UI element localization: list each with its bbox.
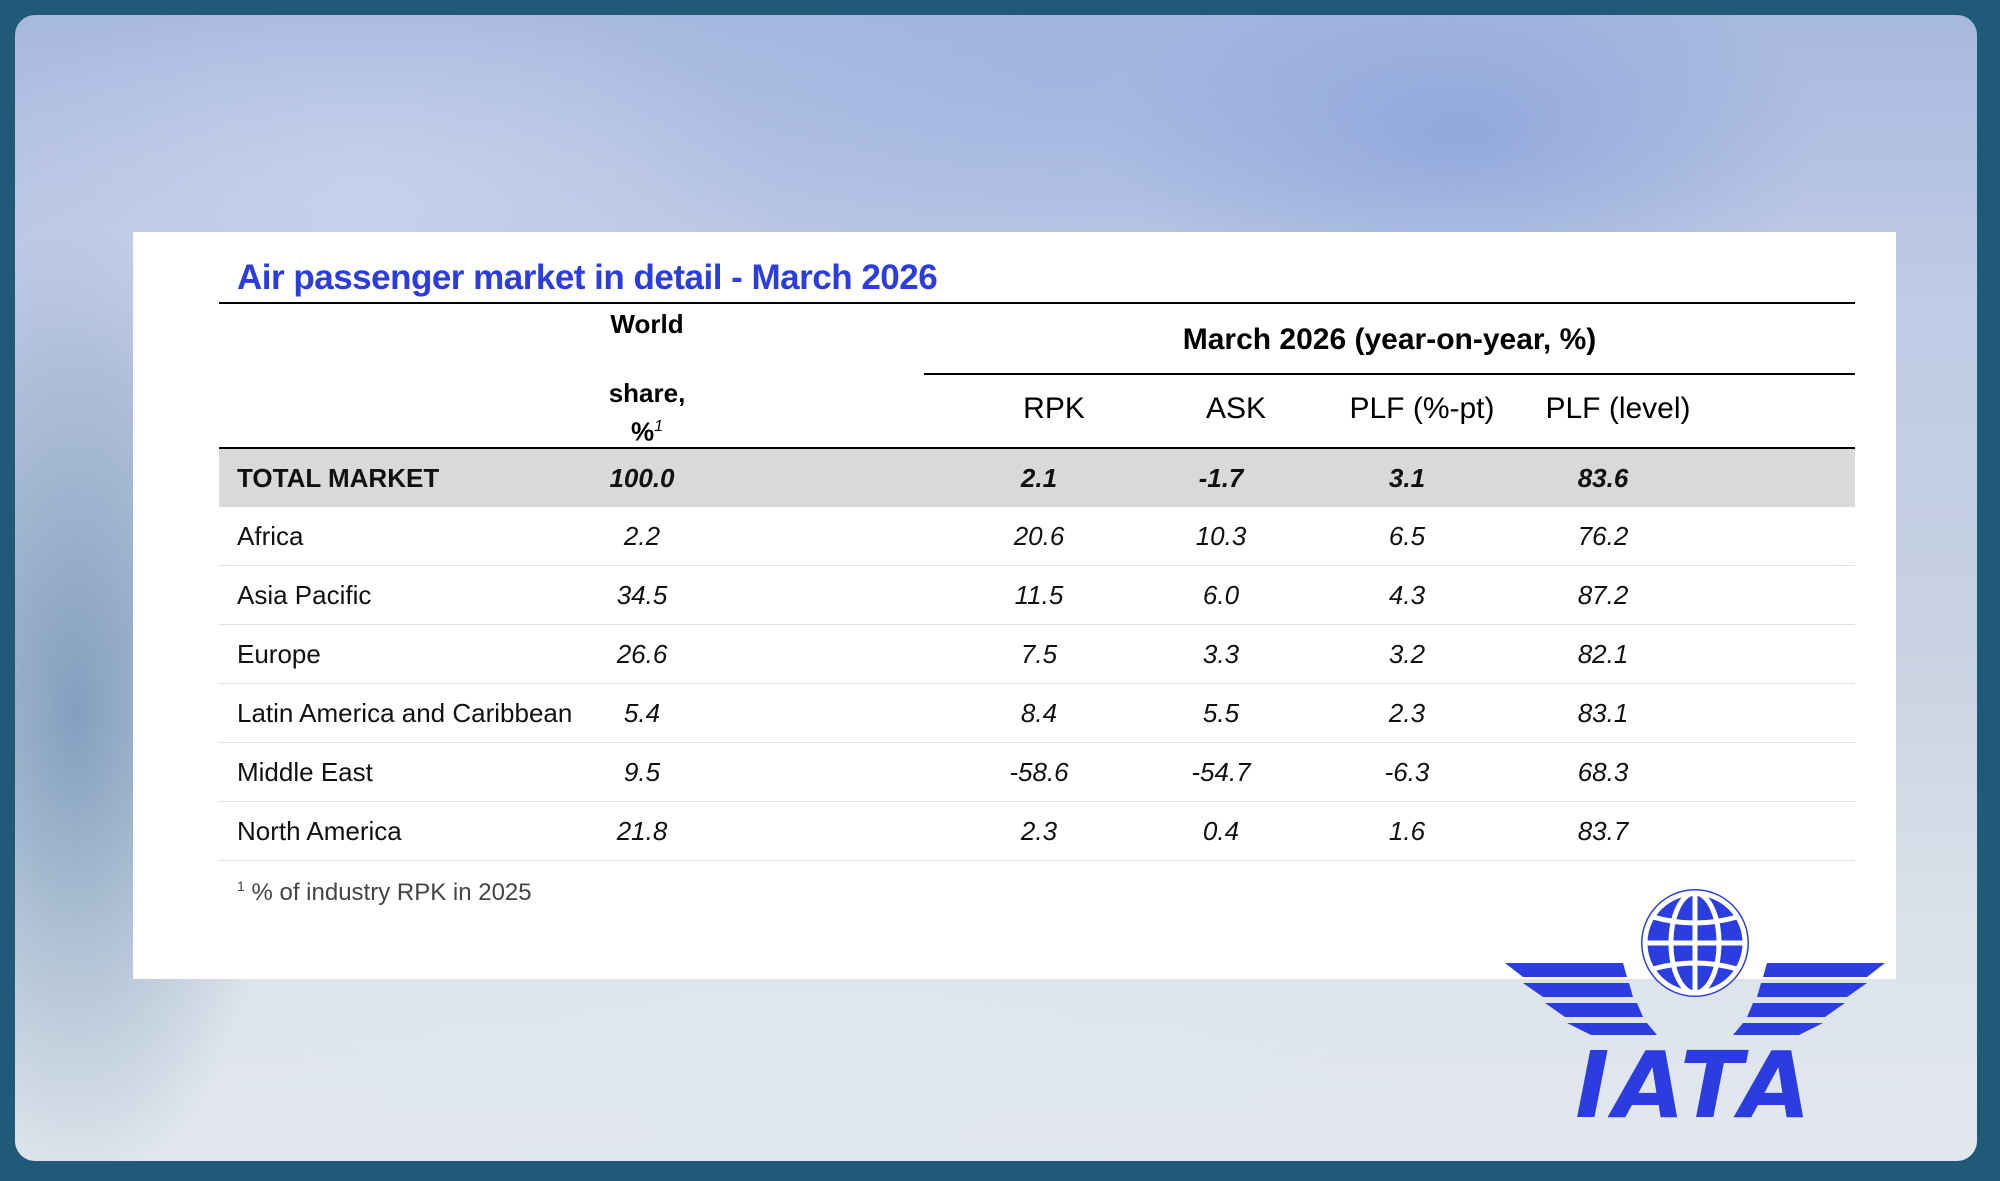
world-share-footnote-marker: 1 xyxy=(654,418,664,435)
cell-share: 34.5 xyxy=(616,580,668,610)
row-label: Asia Pacific xyxy=(237,580,372,610)
cell-plf-pt: 3.1 xyxy=(1388,463,1426,493)
table-row: Latin America and Caribbean 5.4 8.4 5.5 2.3 8… xyxy=(219,684,1855,743)
column-header-ask: ASK xyxy=(1205,392,1267,425)
table-panel: Air passenger market in detail - March 2… xyxy=(133,232,1896,979)
cell-plf-level: 82.1 xyxy=(1577,639,1629,669)
cell-share: 100.0 xyxy=(609,463,675,493)
row-label: TOTAL MARKET xyxy=(237,463,440,493)
group-rule xyxy=(924,373,1855,375)
cell-rpk: 2.1 xyxy=(1020,463,1058,493)
footnote: 1 % of industry RPK in 2025 xyxy=(237,878,532,907)
cell-share: 2.2 xyxy=(623,521,661,551)
world-share-header-line3: %1 xyxy=(573,410,721,449)
cell-share: 5.4 xyxy=(623,698,661,728)
column-header-plf-level: PLF (level) xyxy=(1545,392,1691,425)
cell-plf-level: 87.2 xyxy=(1577,580,1629,610)
cell-plf-level: 83.6 xyxy=(1577,463,1629,493)
row-label: North America xyxy=(237,816,402,846)
table-title: Air passenger market in detail - March 2… xyxy=(237,258,938,297)
world-share-header-line1: World xyxy=(610,309,684,339)
cell-plf-pt: 2.3 xyxy=(1388,698,1426,728)
cell-plf-pt: 3.2 xyxy=(1388,639,1426,669)
world-share-header-line2: share, xyxy=(608,378,686,408)
globe-icon xyxy=(1641,889,1749,997)
cell-ask: 6.0 xyxy=(1202,580,1240,610)
background-frame: Air passenger market in detail - March 2… xyxy=(15,15,1977,1161)
iata-logo-text: IATA xyxy=(1575,1032,1814,1121)
total-row: TOTAL MARKET 100.0 2.1 -1.7 3.1 83.6 xyxy=(219,449,1855,507)
cell-share: 21.8 xyxy=(616,816,668,846)
table-row: Europe 26.6 7.5 3.3 3.2 82.1 xyxy=(219,625,1855,684)
footnote-text: % of industry RPK in 2025 xyxy=(251,879,532,906)
cell-plf-pt: 4.3 xyxy=(1388,580,1426,610)
cell-ask: -54.7 xyxy=(1191,757,1251,787)
cell-rpk: 2.3 xyxy=(1020,816,1058,846)
cell-plf-pt: 6.5 xyxy=(1388,521,1426,551)
cell-rpk: -58.6 xyxy=(1009,757,1069,787)
world-share-percent: % xyxy=(630,416,655,447)
table-row: Asia Pacific 34.5 11.5 6.0 4.3 87.2 xyxy=(219,566,1855,625)
cell-rpk: 11.5 xyxy=(1014,580,1064,610)
group-header: March 2026 (year-on-year, %) xyxy=(1182,323,1597,356)
world-share-header: share, %1 xyxy=(573,376,721,449)
table-row: North America 21.8 2.3 0.4 1.6 83.7 xyxy=(219,802,1855,861)
cell-plf-level: 83.7 xyxy=(1577,816,1629,846)
cell-rpk: 8.4 xyxy=(1020,698,1058,728)
cell-rpk: 20.6 xyxy=(1013,521,1065,551)
cell-plf-level: 83.1 xyxy=(1577,698,1629,728)
cell-ask: 5.5 xyxy=(1202,698,1240,728)
column-header-rpk: RPK xyxy=(1023,392,1085,425)
header-rule xyxy=(219,447,1855,449)
row-label: Africa xyxy=(237,521,304,551)
cell-plf-pt: -6.3 xyxy=(1384,757,1430,787)
row-label: Middle East xyxy=(237,757,373,787)
table-row: Middle East 9.5 -58.6 -54.7 -6.3 68.3 xyxy=(219,743,1855,802)
top-rule xyxy=(219,302,1855,304)
iata-logo: IATA xyxy=(1505,889,1885,1121)
cell-ask: 0.4 xyxy=(1202,816,1240,846)
cell-plf-level: 68.3 xyxy=(1577,757,1629,787)
cell-plf-pt: 1.6 xyxy=(1388,816,1426,846)
cell-ask: 10.3 xyxy=(1195,521,1247,551)
cell-rpk: 7.5 xyxy=(1020,639,1058,669)
footnote-marker: 1 xyxy=(237,878,245,894)
table-row: Africa 2.2 20.6 10.3 6.5 76.2 xyxy=(219,507,1855,566)
cell-share: 9.5 xyxy=(623,757,661,787)
cell-share: 26.6 xyxy=(616,639,668,669)
cell-ask: -1.7 xyxy=(1198,463,1244,493)
cell-ask: 3.3 xyxy=(1202,639,1240,669)
row-label: Latin America and Caribbean xyxy=(237,698,573,728)
market-table: TOTAL MARKET 100.0 2.1 -1.7 3.1 83.6 Africa 2.2… xyxy=(219,449,1855,861)
row-label: Europe xyxy=(237,639,321,669)
cell-plf-level: 76.2 xyxy=(1577,521,1629,551)
column-header-plf-pt: PLF (%-pt) xyxy=(1349,392,1495,425)
